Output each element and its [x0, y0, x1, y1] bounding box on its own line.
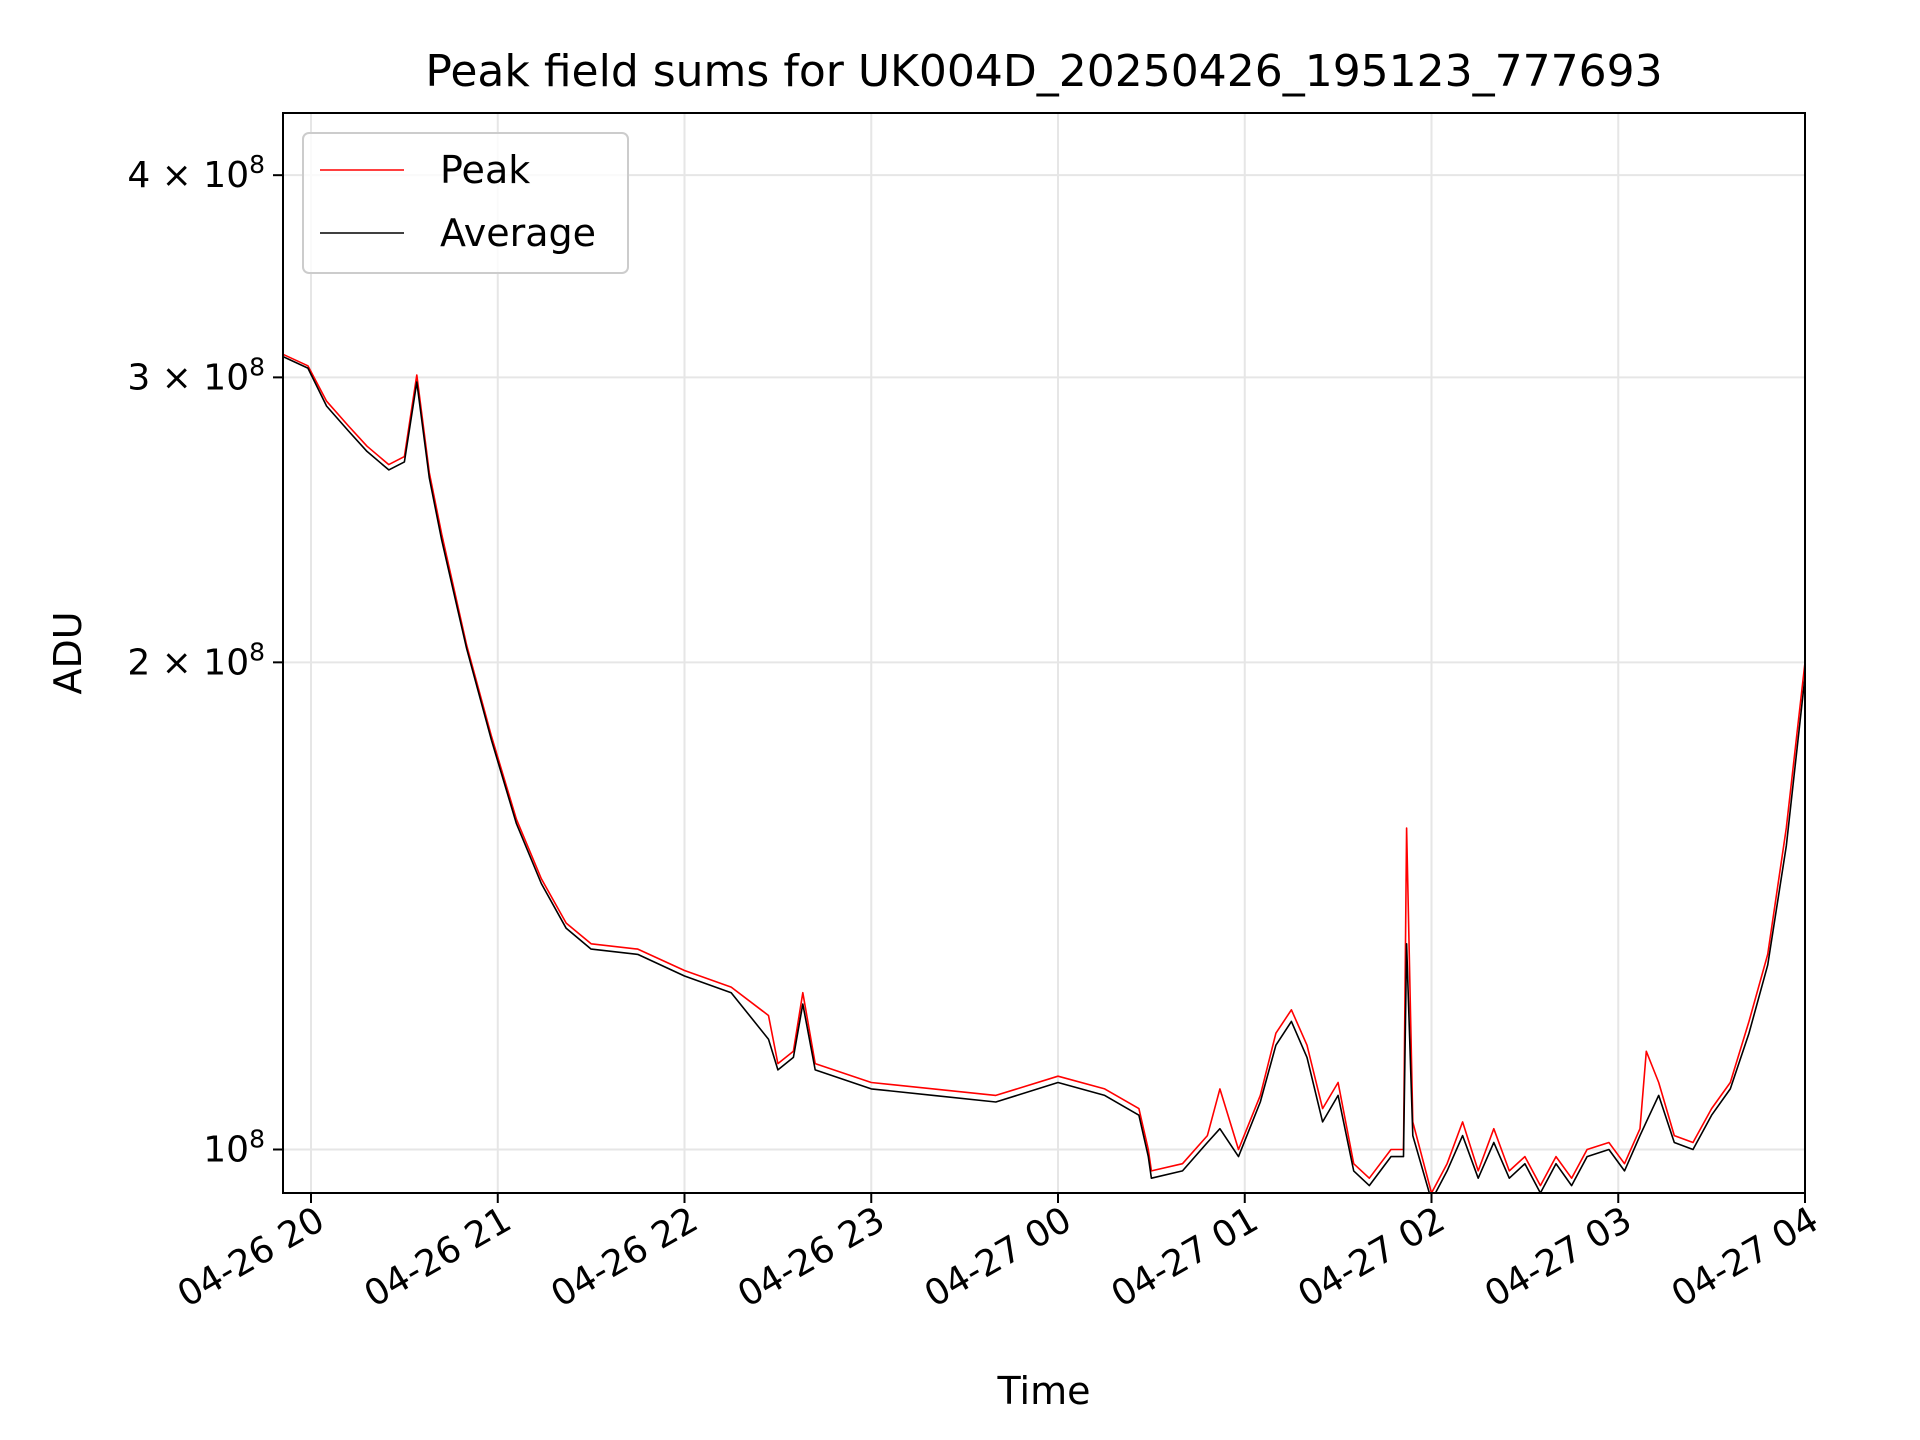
legend: Peak Average: [302, 132, 629, 274]
legend-label-average: Average: [440, 211, 596, 255]
y-tick-label: 2 × 108: [127, 637, 265, 683]
y-axis-ticks: 108 2 × 108 3 × 108 4 × 108: [127, 150, 283, 1171]
x-axis-title: Time: [997, 1369, 1091, 1413]
series-lines: [283, 353, 1805, 1193]
series-line-average: [283, 355, 1805, 1193]
y-axis-title: ADU: [46, 611, 90, 694]
legend-label-peak: Peak: [440, 148, 530, 192]
legend-box: [302, 132, 629, 274]
chart-title: Peak field sums for UK004D_20250426_1951…: [425, 46, 1662, 97]
y-tick-label: 108: [203, 1125, 265, 1171]
series-line-peak: [283, 353, 1805, 1193]
y-tick-label: 4 × 108: [127, 150, 265, 196]
plot-area-frame: [282, 112, 1806, 1194]
y-tick-label: 3 × 108: [127, 352, 265, 398]
